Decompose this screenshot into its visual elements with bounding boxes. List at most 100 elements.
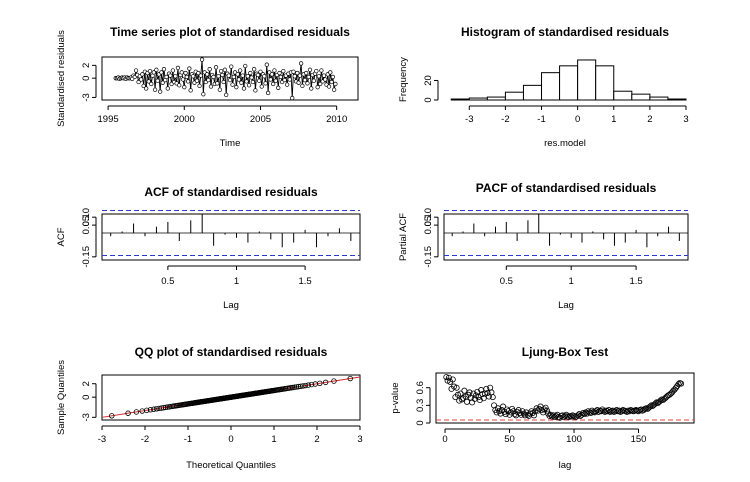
panel-1: Time series plot of standardised residua…	[56, 25, 359, 149]
x-tick-label: -3	[465, 114, 473, 125]
x-tick-label: 0.5	[161, 276, 174, 287]
pvalue-point	[463, 398, 470, 405]
residual-point	[311, 78, 316, 83]
x-tick-label: -1	[184, 434, 192, 445]
x-tick-label: 100	[566, 434, 582, 445]
x-tick-label: 1.5	[298, 276, 311, 287]
residual-point	[239, 80, 244, 85]
residual-point	[196, 70, 201, 76]
residual-point	[284, 82, 290, 87]
residual-point	[298, 61, 304, 66]
residual-point	[241, 86, 247, 91]
y-tick-label: 0	[81, 76, 92, 81]
residual-point	[201, 92, 206, 97]
plot-frame	[101, 56, 359, 101]
chart-title: Time series plot of standardised residua…	[110, 25, 350, 39]
pvalue-point	[580, 409, 587, 416]
residual-point	[307, 67, 313, 72]
residual-point	[154, 67, 159, 72]
residual-point	[297, 73, 302, 78]
residual-point	[235, 72, 240, 77]
x-tick-label: -3	[98, 434, 106, 445]
residual-point	[319, 68, 324, 73]
residual-point	[155, 78, 160, 83]
residual-point	[271, 81, 276, 87]
residual-point	[182, 85, 187, 90]
residual-point	[133, 68, 139, 73]
y-tick-label: 20	[423, 75, 434, 86]
residual-point	[158, 89, 163, 94]
pvalue-point	[549, 413, 556, 420]
x-tick-label: 2005	[250, 114, 271, 125]
residual-point	[302, 77, 308, 83]
pvalue-point	[443, 374, 450, 381]
x-tick-label: -2	[141, 434, 149, 445]
residual-point	[173, 74, 178, 79]
y-tick-label: 0.10	[81, 208, 92, 227]
x-tick-label: 2	[647, 114, 652, 125]
y-axis: -0.15 0.050.10	[81, 208, 97, 268]
x-axis: 1995 2000 2005 2010	[98, 105, 347, 125]
panel-3: ACF of standardised residuals Lag ACF 0.5 1 1…	[56, 185, 361, 311]
pvalue-point	[581, 411, 588, 418]
residual-point	[146, 79, 151, 84]
residual-point	[246, 83, 252, 88]
residual-point	[333, 81, 338, 87]
residual-series-line	[115, 59, 336, 99]
y-tick-label: 2	[81, 63, 92, 68]
residual-point	[231, 74, 236, 80]
histogram-bar	[468, 97, 488, 101]
residual-point	[314, 68, 319, 74]
pvalue-point	[449, 376, 456, 383]
pvalue-point	[647, 403, 654, 410]
x-tick-label: 3	[357, 434, 362, 445]
x-tick-label: -2	[501, 114, 509, 125]
residual-point	[281, 68, 286, 74]
residual-point	[204, 72, 210, 77]
x-tick-label: 1	[611, 114, 616, 125]
residual-point	[185, 79, 191, 84]
y-tick-label: -3	[81, 93, 92, 101]
y-tick-label: 0.6	[415, 381, 426, 394]
qq-point	[347, 375, 353, 382]
residual-point	[161, 67, 167, 72]
residual-point	[304, 70, 309, 76]
y-axis: 0 0.3 0.6	[415, 381, 431, 426]
x-axis: 0 50 100 150	[442, 428, 646, 445]
histogram-bar	[504, 91, 524, 101]
residual-point	[262, 74, 267, 79]
histogram-bar	[522, 84, 543, 101]
y-axis-label: Frequency	[398, 57, 409, 102]
residual-point	[184, 74, 189, 80]
residual-point	[257, 78, 262, 83]
histogram-bar	[631, 93, 651, 101]
residual-point	[180, 77, 186, 82]
residual-point	[276, 85, 281, 90]
histogram-bar	[649, 96, 669, 101]
qq-point	[322, 379, 329, 386]
y-tick-label: 0.05	[81, 216, 92, 235]
y-tick-label: 2	[81, 381, 92, 386]
x-tick-label: 50	[504, 434, 515, 445]
qq-point	[150, 406, 157, 412]
pvalue-point	[469, 399, 476, 406]
pvalue-point	[489, 394, 496, 401]
y-axis-label: p-value	[390, 382, 401, 413]
residual-point	[136, 79, 141, 85]
residual-point	[245, 74, 250, 79]
y-axis-label: Sample Quantiles	[56, 360, 67, 435]
residual-point	[183, 70, 188, 76]
x-axis-label: Theoretical Quantiles	[186, 460, 276, 471]
residual-point	[141, 83, 146, 89]
residual-point	[160, 80, 165, 85]
residual-point	[230, 82, 235, 87]
plot-frame	[101, 374, 361, 421]
residual-point	[175, 65, 181, 71]
x-axis: -3 -2 -1 0 1 2 3	[465, 105, 689, 125]
panel-4: PACF of standardised residuals Lag Partial…	[398, 181, 689, 311]
residual-point	[249, 75, 254, 80]
residual-point	[187, 66, 192, 71]
y-axis-label: ACF	[56, 227, 67, 246]
histogram-bar	[577, 59, 597, 101]
pvalue-point	[461, 387, 468, 394]
